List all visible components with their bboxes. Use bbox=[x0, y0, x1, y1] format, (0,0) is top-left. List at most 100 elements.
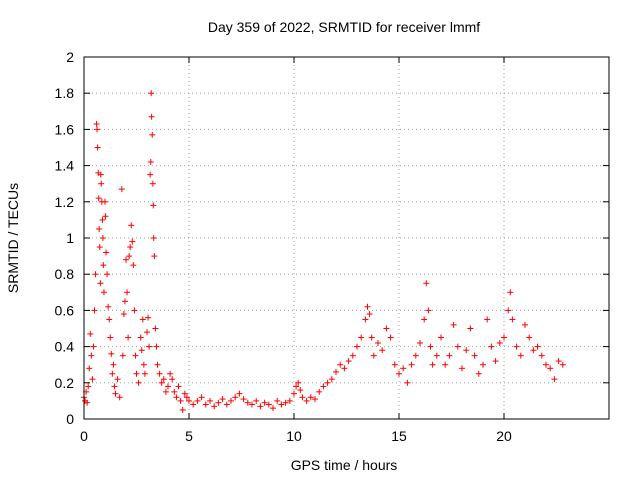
data-point bbox=[144, 329, 150, 336]
data-point bbox=[396, 370, 402, 377]
data-point bbox=[131, 307, 138, 314]
data-point bbox=[427, 343, 434, 350]
data-point bbox=[328, 376, 335, 383]
data-point bbox=[364, 303, 371, 310]
data-point bbox=[463, 347, 470, 354]
data-point bbox=[421, 316, 428, 323]
data-point bbox=[87, 330, 94, 337]
data-point bbox=[88, 352, 95, 359]
data-point bbox=[125, 334, 132, 341]
y-tick-label: 0.2 bbox=[55, 375, 75, 391]
y-tick-label: 1.8 bbox=[55, 85, 75, 101]
data-point bbox=[99, 216, 106, 223]
data-point bbox=[177, 397, 184, 404]
data-point bbox=[90, 343, 97, 350]
data-point bbox=[129, 238, 136, 245]
data-point bbox=[375, 339, 381, 346]
data-point bbox=[198, 394, 205, 401]
data-point bbox=[162, 388, 169, 395]
data-point bbox=[526, 334, 533, 341]
data-point bbox=[517, 352, 524, 359]
x-axis-label: GPS time / hours bbox=[291, 457, 398, 473]
data-point bbox=[100, 289, 107, 296]
data-point bbox=[135, 379, 142, 386]
data-point bbox=[383, 325, 390, 332]
data-point bbox=[98, 180, 105, 187]
data-point bbox=[127, 244, 134, 251]
data-point bbox=[179, 406, 186, 413]
x-tick-label: 20 bbox=[496, 428, 512, 444]
data-point bbox=[93, 120, 100, 127]
data-point bbox=[240, 396, 247, 403]
data-point bbox=[149, 131, 156, 138]
x-tick-label: 0 bbox=[80, 428, 88, 444]
data-point bbox=[151, 253, 158, 260]
data-point bbox=[232, 394, 239, 401]
data-point bbox=[102, 213, 109, 220]
data-point bbox=[433, 352, 440, 359]
data-point bbox=[265, 401, 272, 408]
data-point bbox=[96, 225, 103, 232]
data-point bbox=[107, 334, 114, 341]
data-point bbox=[181, 390, 188, 397]
data-point bbox=[362, 316, 369, 323]
data-point bbox=[505, 307, 512, 314]
y-tick-label: 0.6 bbox=[55, 302, 75, 318]
data-point bbox=[114, 376, 121, 383]
y-tick-label: 1 bbox=[66, 230, 74, 246]
data-point bbox=[186, 397, 192, 404]
data-point bbox=[112, 390, 119, 397]
x-tick-label: 10 bbox=[286, 428, 302, 444]
data-point bbox=[86, 365, 93, 372]
data-point bbox=[236, 390, 243, 397]
data-point bbox=[467, 325, 474, 332]
data-point bbox=[130, 262, 137, 269]
data-point bbox=[138, 347, 145, 354]
data-point bbox=[92, 271, 99, 278]
data-point bbox=[100, 262, 107, 269]
data-point bbox=[513, 343, 520, 350]
data-point bbox=[333, 368, 339, 375]
chart-title: Day 359 of 2022, SRMTID for receiver lmm… bbox=[208, 19, 480, 35]
data-point bbox=[132, 352, 139, 359]
data-point bbox=[165, 383, 171, 390]
data-point bbox=[139, 316, 146, 323]
data-point bbox=[538, 352, 545, 359]
data-point bbox=[442, 361, 449, 368]
data-point bbox=[110, 361, 117, 368]
data-point bbox=[99, 235, 106, 241]
data-point bbox=[154, 361, 161, 368]
y-tick-label: 2 bbox=[66, 49, 74, 65]
data-point bbox=[543, 361, 549, 368]
data-point bbox=[522, 321, 528, 328]
data-point bbox=[119, 352, 126, 359]
data-point bbox=[446, 352, 453, 359]
data-point bbox=[97, 280, 104, 287]
data-point bbox=[316, 388, 323, 395]
data-point bbox=[95, 195, 102, 202]
data-point bbox=[299, 394, 306, 401]
data-point bbox=[207, 397, 213, 404]
data-point bbox=[370, 352, 377, 359]
data-point bbox=[450, 321, 457, 328]
data-point bbox=[534, 343, 541, 350]
data-point bbox=[274, 397, 281, 404]
y-tick-label: 1.4 bbox=[55, 158, 75, 174]
data-point bbox=[459, 365, 465, 372]
data-point bbox=[147, 171, 154, 178]
x-tick-label: 5 bbox=[185, 428, 193, 444]
data-point bbox=[145, 314, 152, 321]
data-point bbox=[183, 394, 190, 401]
data-point bbox=[312, 396, 318, 403]
data-point bbox=[102, 198, 108, 205]
y-tick-label: 0 bbox=[66, 411, 74, 427]
data-point bbox=[551, 376, 558, 383]
data-point bbox=[368, 334, 375, 341]
data-point bbox=[496, 339, 503, 346]
data-point bbox=[412, 352, 419, 359]
y-tick-label: 1.2 bbox=[55, 194, 75, 210]
data-point bbox=[244, 399, 251, 406]
data-point bbox=[84, 399, 91, 406]
data-point bbox=[111, 383, 118, 390]
